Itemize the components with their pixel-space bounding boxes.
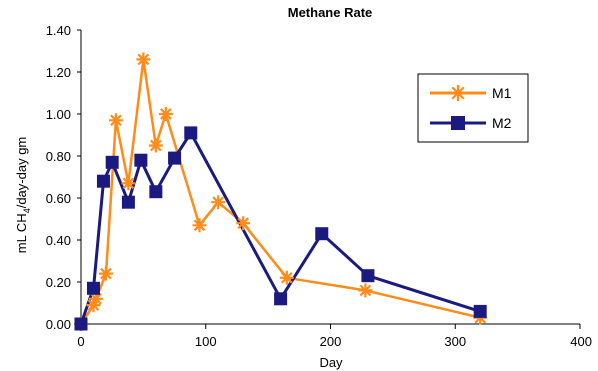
y-tick-label: 1.40 [46, 23, 71, 38]
asterisk-marker-shape [86, 298, 101, 313]
asterisk-marker-shape [358, 283, 373, 298]
x-tick-label: 0 [77, 334, 84, 349]
legend-items: M1 M2 [430, 85, 512, 131]
legend-label-m2: M2 [492, 115, 512, 131]
data-point-m1 [121, 176, 136, 191]
asterisk-marker-shape [450, 85, 466, 101]
data-point-m2 [86, 281, 100, 295]
legend-box [417, 73, 529, 143]
data-point-m1 [86, 298, 101, 313]
data-point-m1 [148, 138, 163, 153]
y-tick-label: 0.40 [46, 233, 71, 248]
legend-marker-m1 [450, 85, 466, 101]
data-point-m2 [105, 155, 119, 169]
series-markers [74, 52, 488, 331]
y-tick-labels: 0.00 0.20 0.40 0.60 0.80 1.00 1.20 1.40 [46, 23, 71, 332]
asterisk-marker-shape [211, 195, 226, 210]
x-tick-label: 200 [320, 334, 342, 349]
data-point-m1 [192, 218, 207, 233]
y-tick-label: 1.20 [46, 65, 71, 80]
x-tick-label: 300 [444, 334, 466, 349]
asterisk-marker-shape [98, 266, 113, 281]
data-point-m2 [274, 292, 288, 306]
y-axis-label-main: mL CH [14, 213, 29, 253]
y-tick-label: 0.60 [46, 191, 71, 206]
asterisk-marker-shape [88, 291, 103, 306]
data-point-m2 [134, 153, 148, 167]
data-point-m2 [149, 185, 163, 199]
asterisk-marker-shape [148, 138, 163, 153]
data-point-m2 [184, 126, 198, 140]
data-point-m2 [168, 151, 182, 165]
legend-label-m1: M1 [492, 85, 512, 101]
asterisk-marker-shape [158, 107, 173, 121]
x-axis-label: Day [319, 355, 343, 370]
asterisk-marker-shape [192, 218, 207, 233]
y-axis-label-subscript: 4 [22, 208, 32, 213]
data-point-m1 [158, 107, 173, 121]
data-point-m2 [361, 269, 375, 283]
y-axis-label-rest: /day-day gm [14, 137, 29, 209]
asterisk-marker-shape [121, 176, 136, 191]
x-tick-labels: 0 100 200 300 400 [77, 334, 592, 349]
y-tick-label: 0.00 [46, 317, 71, 332]
x-tick-label: 400 [570, 334, 592, 349]
data-point-m1 [136, 52, 151, 67]
legend: M1 M2 [417, 73, 529, 143]
asterisk-marker-shape [108, 113, 123, 128]
y-tick-label: 1.00 [46, 107, 71, 122]
y-tick-label: 0.20 [46, 275, 71, 290]
data-point-m1 [108, 113, 123, 128]
legend-marker-m2 [451, 116, 465, 130]
chart-title: Methane Rate [288, 5, 373, 20]
data-point-m1 [98, 266, 113, 281]
data-point-m1 [358, 283, 373, 298]
data-point-m1 [236, 216, 251, 231]
data-point-m1 [279, 270, 294, 285]
asterisk-marker-shape [136, 52, 151, 67]
data-point-m2 [121, 195, 135, 209]
data-point-m2 [473, 304, 487, 318]
data-point-m2 [315, 227, 329, 241]
data-point-m2 [96, 174, 110, 188]
data-point-m1 [211, 195, 226, 210]
asterisk-marker-shape [236, 216, 251, 231]
y-tick-label: 0.80 [46, 149, 71, 164]
data-point-m1 [88, 291, 103, 306]
data-point-m2 [74, 317, 88, 331]
y-axis-label: mL CH4/day-day gm [14, 137, 32, 254]
axes [77, 29, 581, 329]
asterisk-marker-shape [279, 270, 294, 285]
x-tick-label: 100 [195, 334, 217, 349]
